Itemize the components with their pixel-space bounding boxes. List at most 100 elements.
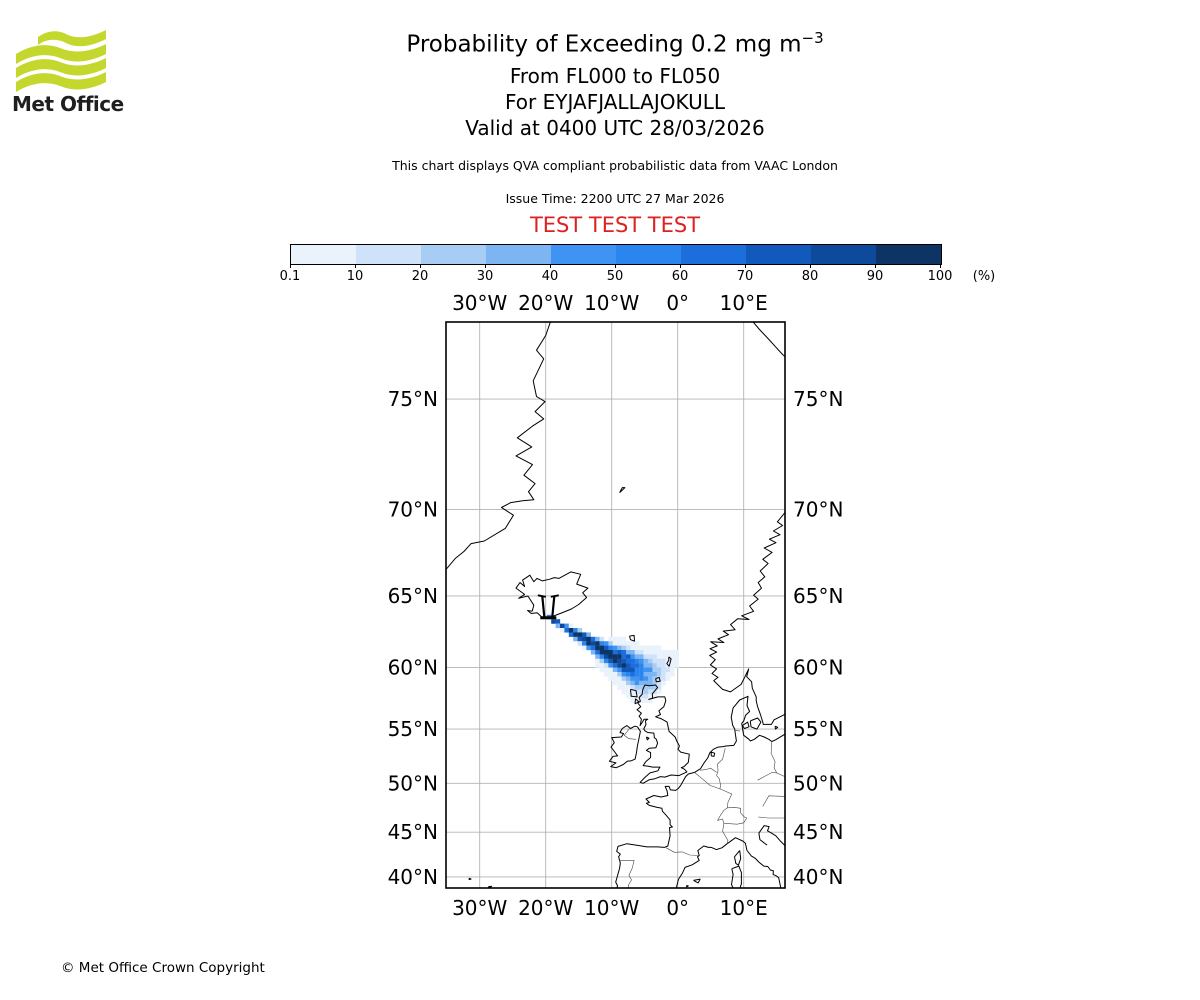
lat-tick-label-right: 75°N: [793, 387, 843, 411]
plume-cell: [639, 672, 644, 677]
plume-cell: [652, 672, 657, 677]
plume-cell: [560, 628, 565, 633]
plume-cell: [630, 645, 635, 651]
plume-cell: [604, 672, 609, 677]
plume-cell: [661, 667, 666, 673]
map-frame: [445, 321, 786, 889]
plume-cell: [648, 672, 653, 677]
plume-cell: [630, 641, 635, 646]
plume-cell: [670, 672, 675, 677]
plume-cell: [656, 658, 662, 664]
plume-cell: [652, 685, 657, 690]
border-de_at: [762, 795, 785, 807]
coast-svalbard: [752, 322, 785, 358]
plume-cell: [643, 672, 649, 677]
lat-tick-label-left: 40°N: [388, 865, 438, 889]
lat-tick-label-left: 60°N: [388, 656, 438, 680]
plume-cell: [639, 654, 644, 659]
plume-cell: [626, 689, 631, 695]
plume-cell: [612, 650, 618, 655]
coast-zealand: [749, 717, 762, 730]
coast-ireland: [608, 725, 641, 769]
plume-cell: [643, 676, 649, 681]
plume-cell: [643, 654, 649, 659]
plume-cell: [626, 654, 631, 659]
coast-med: [675, 837, 782, 888]
plume-cell: [648, 698, 653, 703]
plume-cell: [630, 667, 635, 673]
plume-cell: [595, 663, 600, 668]
plume-cell: [568, 623, 574, 629]
plume-cell: [634, 663, 640, 668]
plume-cell: [568, 632, 574, 637]
plume-cell: [661, 680, 666, 686]
plume-cell: [621, 654, 627, 659]
colorbar-tick: [875, 264, 876, 268]
plume-cell: [656, 680, 662, 686]
coast-scandinavia: [709, 511, 785, 725]
plume-cell: [555, 623, 561, 629]
ash-probability-plume: [546, 614, 679, 703]
border-be_fr: [694, 772, 721, 790]
coast-europe: [615, 695, 785, 888]
colorbar-tick-label: 70: [736, 269, 754, 284]
coast-greenland: [446, 322, 551, 571]
plume-cell: [634, 645, 640, 651]
colorbar-tick-label: 10: [346, 269, 364, 284]
plume-cell: [648, 676, 653, 681]
plume-cell: [652, 645, 657, 651]
plume-cell: [661, 676, 666, 681]
colorbar-tick: [420, 264, 421, 268]
lon-tick-label-top: 10°E: [720, 291, 768, 315]
lat-tick-label-right: 60°N: [793, 656, 843, 680]
colorbar-segment: [616, 245, 681, 264]
border-be_nl: [700, 767, 717, 773]
plume-cell: [617, 676, 622, 681]
plume-cell: [608, 641, 613, 646]
plume-cell: [582, 641, 587, 646]
plume-cell: [604, 645, 609, 651]
plume-cell: [595, 636, 600, 642]
met-office-logo: [16, 30, 106, 92]
plume-cell: [612, 641, 618, 646]
plume-cell: [621, 680, 627, 686]
lat-tick-label-left: 75°N: [388, 387, 438, 411]
plume-cell: [608, 663, 613, 668]
subtitle-flight-levels: From FL000 to FL050: [509, 64, 721, 88]
plume-cell: [643, 685, 649, 690]
plume-cell: [577, 641, 583, 646]
plume-cell: [630, 698, 635, 703]
colorbar-tick-label: 60: [671, 269, 689, 284]
border-fr_it: [722, 823, 729, 844]
plume-cell: [670, 658, 675, 664]
lon-tick-label-bottom: 20°W: [518, 896, 573, 920]
plume-cell: [612, 680, 618, 686]
plume-cell: [626, 694, 631, 699]
plume-cell: [665, 650, 671, 655]
lon-tick-label-bottom: 30°W: [452, 896, 507, 920]
colorbar-tick: [745, 264, 746, 268]
border-fr_de: [719, 788, 733, 808]
plume-cell: [590, 645, 596, 651]
plume-cell: [586, 641, 591, 646]
colorbar-tick-label: 20: [411, 269, 429, 284]
coast-orkney: [655, 676, 661, 683]
lon-tick-label-top: 20°W: [518, 291, 573, 315]
plume-cell: [612, 654, 618, 659]
lat-tick-label-right: 65°N: [793, 584, 843, 608]
plume-cell: [617, 654, 622, 659]
plume-cell: [608, 658, 613, 664]
colorbar-segment: [356, 245, 421, 264]
colorbar-tick-label: 40: [541, 269, 559, 284]
plume-cell: [630, 672, 635, 677]
plume-cell: [617, 685, 622, 690]
plume-cell: [634, 685, 640, 690]
plume-cell: [577, 628, 583, 633]
plume-cell: [639, 663, 644, 668]
border-fr_es: [666, 847, 699, 856]
country-borders: [619, 728, 785, 888]
border-be_de: [716, 775, 721, 789]
plume-cell: [621, 645, 627, 651]
plume-cell: [665, 676, 671, 681]
plume-cell: [656, 672, 662, 677]
